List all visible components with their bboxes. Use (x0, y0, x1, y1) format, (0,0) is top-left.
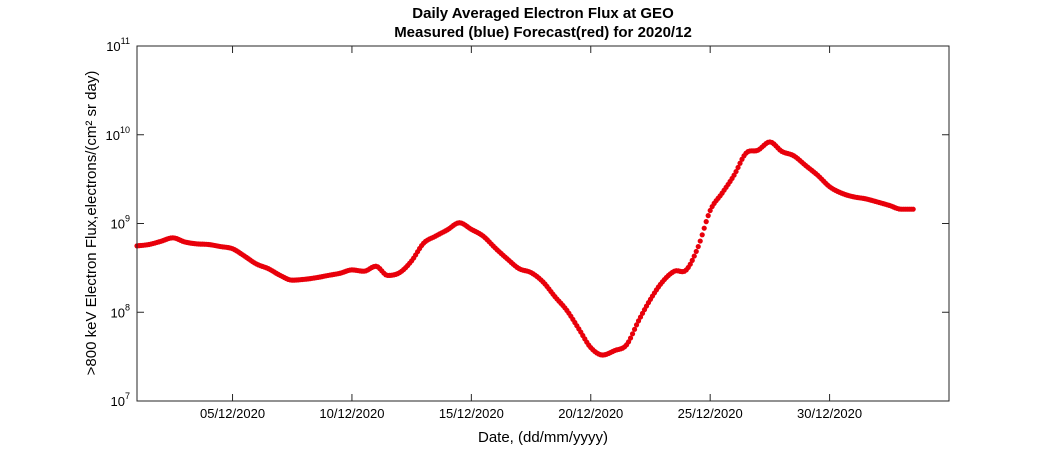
data-point (695, 243, 701, 250)
x-ticks: 05/12/2020 10/12/2020 15/12/2020 20/12/2020… (200, 46, 862, 421)
data-point (699, 232, 705, 238)
data-point (631, 326, 638, 332)
x-tick-label: 10/12/2020 (319, 406, 384, 421)
data-point (737, 160, 743, 166)
x-tick-label: 25/12/2020 (678, 406, 743, 421)
y-tick-label: 109 (111, 214, 130, 232)
x-axis-label: Date, (dd/mm/yyyy) (478, 429, 608, 446)
data-point (703, 219, 709, 225)
x-tick-label: 05/12/2020 (200, 406, 265, 421)
y-ticks: 107 108 109 1010 1011 (106, 36, 949, 409)
y-tick-label: 108 (111, 302, 130, 320)
chart-title: Daily Averaged Electron Flux at GEO (412, 5, 674, 22)
data-point (693, 248, 699, 255)
x-tick-label: 15/12/2020 (439, 406, 504, 421)
data-point (691, 253, 697, 259)
y-tick-label: 107 (111, 391, 130, 409)
data-point (697, 238, 703, 244)
y-axis-label: >800 keV Electron Flux,electrons/(cm² sr… (83, 71, 100, 376)
data-point (687, 261, 693, 267)
data-point (707, 207, 713, 214)
y-tick-label: 1010 (106, 125, 130, 143)
data-point (629, 331, 636, 337)
data-point (627, 335, 634, 341)
data-point (701, 225, 707, 231)
data-point (733, 168, 739, 175)
chart-subtitle: Measured (blue) Forecast(red) for 2020/1… (394, 24, 692, 41)
data-point (689, 257, 695, 263)
data-point (910, 206, 916, 212)
data-point (633, 322, 640, 328)
x-tick-label: 20/12/2020 (558, 406, 623, 421)
y-tick-label: 1011 (106, 36, 130, 54)
x-tick-label: 30/12/2020 (797, 406, 862, 421)
data-point (735, 164, 741, 171)
data-layer (134, 139, 916, 358)
data-point (705, 213, 711, 219)
